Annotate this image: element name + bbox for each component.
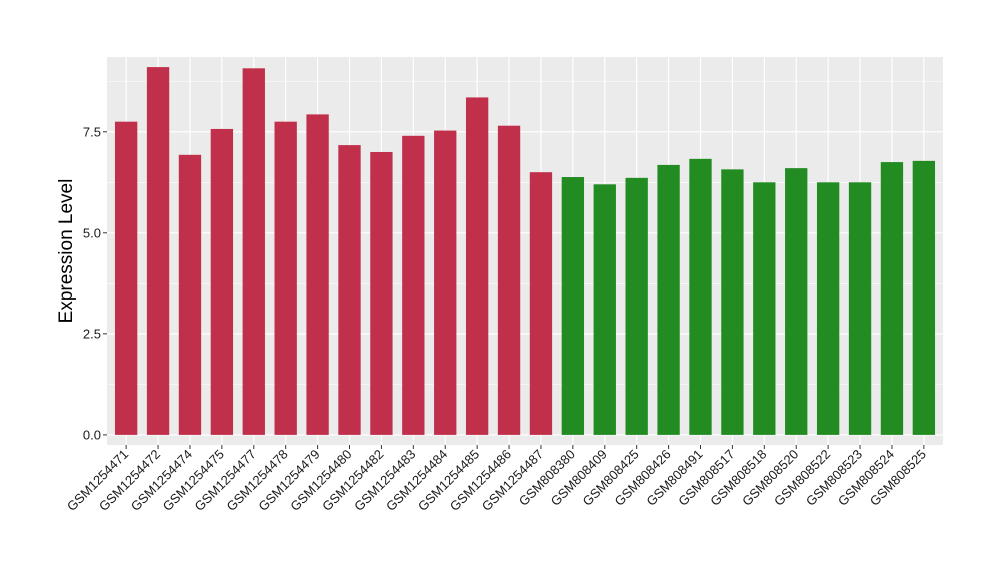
bar (816, 182, 840, 435)
bar (785, 168, 808, 435)
bar (210, 128, 234, 435)
bar (625, 177, 648, 435)
y-axis: 0.0 2.5 5.0 7.5 (83, 124, 107, 442)
y-axis-label: Expression Level (56, 179, 77, 324)
bar (242, 68, 265, 435)
bar (753, 182, 776, 435)
y-tick-label: 2.5 (83, 326, 101, 341)
bar (848, 182, 872, 435)
bar (370, 151, 393, 435)
bar (178, 154, 202, 435)
bar (593, 184, 616, 435)
bar (561, 177, 585, 435)
bar (338, 145, 361, 435)
x-axis: GSM1254471GSM1254472GSM1254474GSM1254475… (64, 445, 929, 514)
bars (114, 67, 936, 435)
bar (465, 97, 489, 435)
bar (689, 158, 712, 435)
y-tick-label: 7.5 (83, 124, 101, 139)
y-tick-label: 0.0 (83, 427, 101, 442)
bar (434, 130, 457, 435)
bar (497, 125, 521, 435)
bar (402, 135, 425, 435)
bar (880, 162, 904, 435)
bar (306, 114, 329, 435)
bar (274, 121, 297, 435)
bar (657, 164, 680, 435)
y-tick-label: 5.0 (83, 225, 101, 240)
bar (721, 169, 744, 435)
bar (529, 172, 553, 435)
bar (912, 160, 936, 435)
bar (146, 67, 170, 435)
bar (114, 121, 138, 435)
